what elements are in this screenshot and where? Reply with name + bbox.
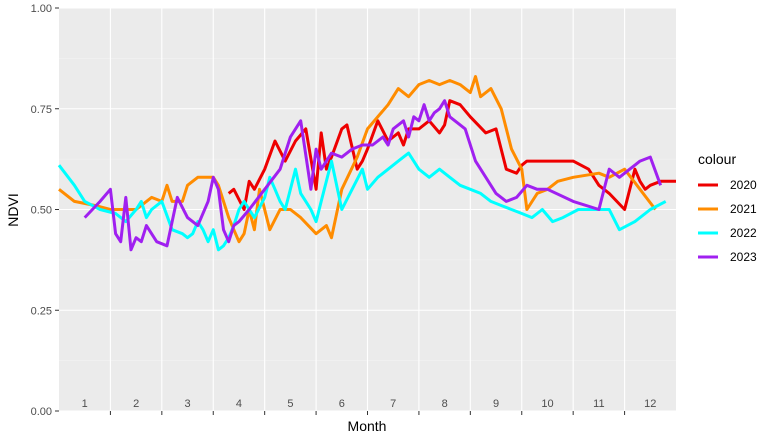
y-tick-label: 0.00 (31, 406, 52, 418)
month-label: 7 (390, 398, 396, 410)
month-label: 6 (339, 398, 345, 410)
legend-label-2021: 2021 (730, 202, 757, 216)
y-tick-label: 0.50 (31, 205, 52, 217)
month-label: 2 (133, 398, 139, 410)
series-line-2023 (83, 99, 663, 252)
y-axis: 0.00 0.25 0.50 0.75 1.00 (31, 3, 59, 418)
month-label: 8 (442, 398, 448, 410)
y-tick-label: 1.00 (31, 3, 52, 15)
x-axis-title: Month (348, 418, 387, 434)
month-label: 12 (644, 398, 656, 410)
series-lines (57, 75, 676, 252)
legend-title: colour (698, 151, 736, 167)
series-line-2021 (58, 75, 657, 244)
y-tick-label: 0.25 (31, 305, 52, 317)
series-line-2020 (227, 99, 676, 211)
legend: colour 2020 2021 2022 2023 (698, 151, 757, 264)
month-label: 10 (541, 398, 553, 410)
month-label: 3 (184, 398, 190, 410)
series-line-2022 (57, 151, 667, 252)
x-axis: 1 2 3 4 5 6 7 8 9 10 11 12 (82, 398, 656, 415)
legend-label-2022: 2022 (730, 226, 757, 240)
y-tick-label: 0.75 (31, 104, 52, 116)
month-label: 5 (287, 398, 293, 410)
legend-label-2023: 2023 (730, 250, 757, 264)
month-label: 1 (82, 398, 88, 410)
y-axis-title: NDVI (5, 193, 21, 226)
month-label: 11 (593, 398, 604, 410)
month-label: 4 (236, 398, 242, 410)
month-label: 9 (493, 398, 499, 410)
legend-label-2020: 2020 (730, 178, 757, 192)
